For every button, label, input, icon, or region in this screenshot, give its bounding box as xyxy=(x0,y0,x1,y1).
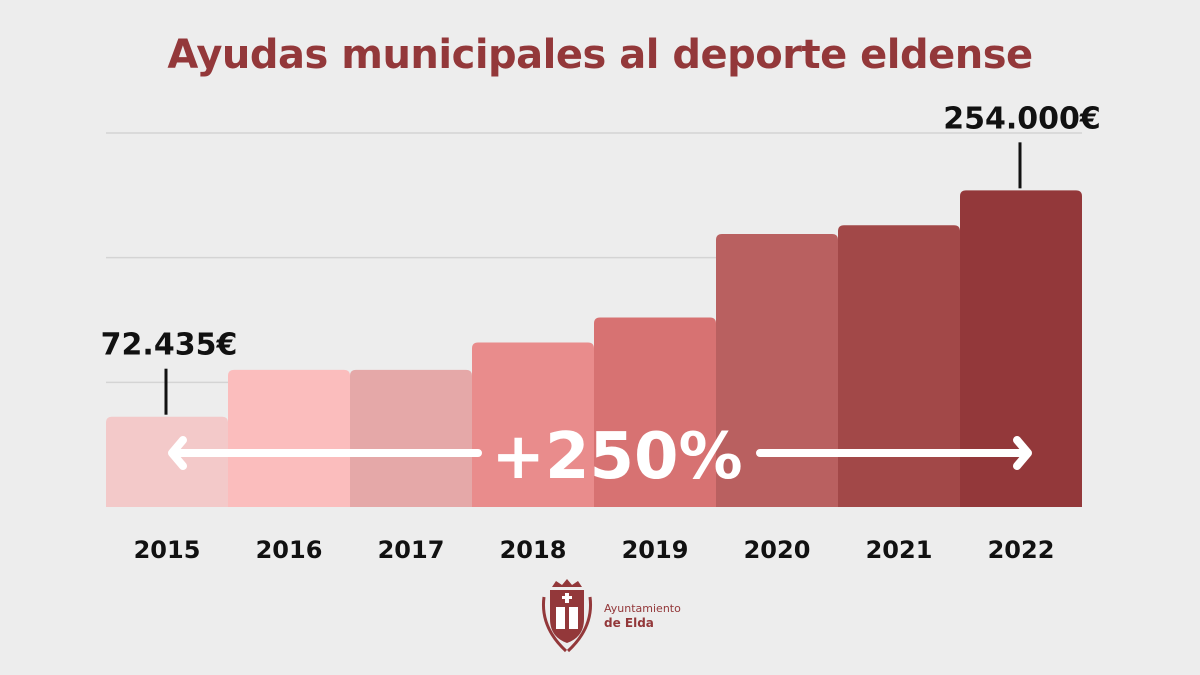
arrow-left xyxy=(168,436,482,470)
bar-2015 xyxy=(106,416,228,507)
data-label: 72.435€ xyxy=(101,328,238,363)
bar-2018 xyxy=(472,342,594,507)
chart-title: Ayudas municipales al deporte eldense xyxy=(167,32,1033,78)
bar-2019 xyxy=(594,317,716,507)
arrow-right xyxy=(756,436,1032,470)
bar-2016 xyxy=(228,369,350,507)
bar-2017 xyxy=(350,369,472,507)
x-tick-label: 2016 xyxy=(256,536,323,564)
coat-of-arms-icon xyxy=(541,579,593,653)
ayuntamiento-logo: Ayuntamiento de Elda xyxy=(536,577,681,655)
bar-2021 xyxy=(838,225,960,507)
x-tick-label: 2018 xyxy=(500,536,567,564)
x-tick-label: 2021 xyxy=(866,536,933,564)
x-tick-label: 2022 xyxy=(988,536,1055,564)
data-label: 254.000€ xyxy=(943,101,1101,136)
growth-annotation: +250% xyxy=(491,420,742,494)
x-tick-label: 2020 xyxy=(744,536,811,564)
bar-2020 xyxy=(716,233,838,508)
logo-line1: Ayuntamiento xyxy=(604,602,681,615)
x-tick-label: 2019 xyxy=(622,536,689,564)
bar-2022 xyxy=(960,190,1082,507)
logo-line2: de Elda xyxy=(604,616,654,630)
x-tick-label: 2015 xyxy=(134,536,201,564)
x-tick-label: 2017 xyxy=(378,536,445,564)
